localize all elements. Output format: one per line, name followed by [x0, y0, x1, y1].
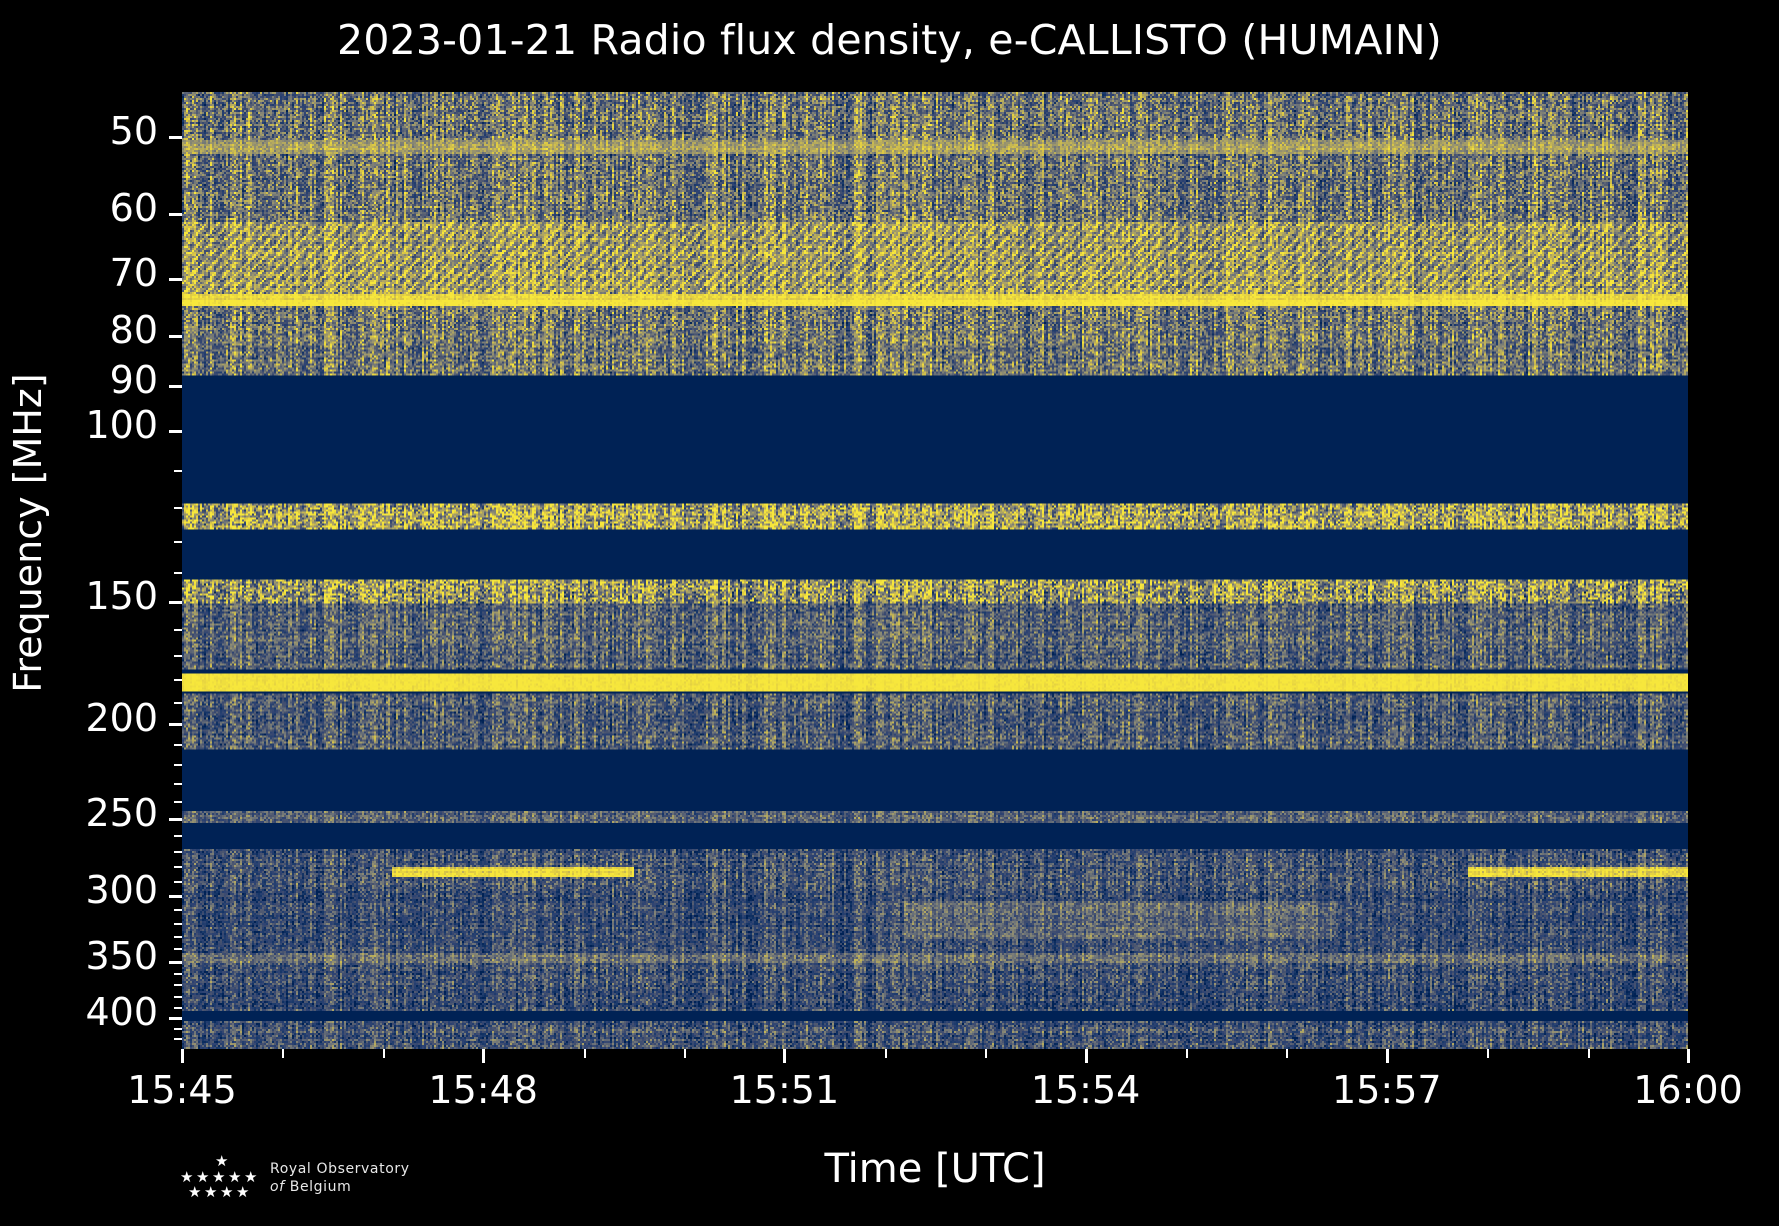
- x-minor-tick-947: [383, 1049, 385, 1058]
- y-tick-350: [169, 961, 182, 964]
- y-tick-label-400: 400: [85, 990, 158, 1035]
- page-title: 2023-01-21 Radio flux density, e-CALLIST…: [337, 16, 1442, 64]
- y-minor-tick-420: [174, 1038, 182, 1040]
- y-tick-300: [169, 895, 182, 898]
- y-minor-tick-290: [174, 881, 182, 883]
- y-minor-tick-270: [174, 851, 182, 853]
- x-tick-3: [1085, 1049, 1088, 1063]
- y-minor-tick-340: [174, 948, 182, 950]
- y-minor-tick-410: [174, 1028, 182, 1030]
- x-tick-5: [1687, 1049, 1690, 1063]
- x-tick-label-1: 15:48: [428, 1068, 538, 1112]
- logo-line-2: of Belgium: [270, 1178, 410, 1196]
- y-tick-50: [169, 136, 182, 139]
- logo-belgium-word: Belgium: [289, 1179, 352, 1195]
- x-tick-label-3: 15:54: [1030, 1068, 1141, 1112]
- x-tick-2: [783, 1049, 786, 1063]
- y-minor-tick-220: [174, 764, 182, 766]
- stars-icon: ★ ★ ★ ★ ★ ★ ★ ★ ★ ★: [172, 1154, 258, 1202]
- x-tick-label-2: 15:51: [729, 1068, 840, 1112]
- y-tick-label-100: 100: [85, 402, 158, 447]
- star-icon: ★: [204, 1183, 218, 1201]
- y-minor-tick-230: [174, 783, 182, 785]
- y-tick-250: [169, 818, 182, 821]
- y-tick-label-150: 150: [85, 574, 158, 619]
- y-tick-200: [169, 723, 182, 726]
- y-tick-label-80: 80: [109, 307, 158, 352]
- star-icon: ★: [236, 1183, 250, 1201]
- x-minor-tick-958: [1487, 1049, 1489, 1058]
- y-tick-400: [169, 1017, 182, 1020]
- y-minor-tick-110: [174, 470, 182, 472]
- y-minor-tick-320: [174, 923, 182, 925]
- x-minor-tick-950: [684, 1049, 686, 1058]
- y-minor-tick-370: [174, 984, 182, 986]
- x-minor-tick-955: [1186, 1049, 1188, 1058]
- star-icon: ★: [212, 1168, 226, 1186]
- y-axis-label: Frequency [MHz]: [6, 373, 50, 693]
- y-tick-90: [169, 385, 182, 388]
- x-minor-tick-953: [985, 1049, 987, 1058]
- x-axis-label: Time [UTC]: [824, 1146, 1046, 1192]
- star-icon: ★: [215, 1152, 229, 1170]
- star-icon: ★: [228, 1168, 242, 1186]
- y-tick-label-70: 70: [109, 251, 158, 296]
- royal-observatory-logo: ★ ★ ★ ★ ★ ★ ★ ★ ★ ★ Royal Observatory of Belgium: [172, 1146, 572, 1210]
- y-minor-tick-140: [174, 572, 182, 574]
- y-minor-tick-120: [174, 507, 182, 509]
- y-tick-60: [169, 213, 182, 216]
- x-minor-tick-952: [885, 1049, 887, 1058]
- x-tick-label-4: 15:57: [1332, 1068, 1442, 1112]
- star-icon: ★: [188, 1183, 202, 1201]
- y-tick-80: [169, 335, 182, 338]
- x-tick-0: [181, 1049, 184, 1063]
- y-minor-tick-170: [174, 655, 182, 657]
- y-minor-tick-330: [174, 936, 182, 938]
- y-tick-label-250: 250: [85, 791, 158, 836]
- star-icon: ★: [244, 1168, 258, 1186]
- y-minor-tick-310: [174, 909, 182, 911]
- x-tick-label-0: 15:45: [127, 1068, 237, 1112]
- spectrogram-image: [182, 92, 1688, 1049]
- y-tick-label-90: 90: [109, 357, 158, 402]
- y-minor-tick-380: [174, 996, 182, 998]
- y-tick-70: [169, 278, 182, 281]
- x-minor-tick-956: [1286, 1049, 1288, 1058]
- y-minor-tick-280: [174, 866, 182, 868]
- x-tick-1: [482, 1049, 485, 1063]
- y-tick-150: [169, 601, 182, 604]
- y-minor-tick-160: [174, 629, 182, 631]
- star-icon: ★: [180, 1168, 194, 1186]
- y-minor-tick-130: [174, 541, 182, 543]
- y-minor-tick-240: [174, 801, 182, 803]
- y-tick-label-300: 300: [85, 868, 158, 913]
- y-tick-label-60: 60: [109, 185, 158, 230]
- x-minor-tick-959: [1588, 1049, 1590, 1058]
- y-minor-tick-190: [174, 702, 182, 704]
- logo-text: Royal Observatory of Belgium: [270, 1160, 410, 1197]
- x-tick-4: [1386, 1049, 1389, 1063]
- logo-line-1: Royal Observatory: [270, 1160, 410, 1177]
- y-minor-tick-360: [174, 973, 182, 975]
- star-icon: ★: [196, 1168, 210, 1186]
- x-minor-tick-946: [282, 1049, 284, 1058]
- y-minor-tick-210: [174, 744, 182, 746]
- y-tick-label-200: 200: [85, 696, 158, 741]
- y-minor-tick-260: [174, 835, 182, 837]
- x-minor-tick-949: [584, 1049, 586, 1058]
- y-tick-label-50: 50: [109, 108, 158, 153]
- y-minor-tick-390: [174, 1007, 182, 1009]
- spectrogram-plot[interactable]: [182, 92, 1688, 1049]
- logo-of-word: of: [270, 1179, 285, 1195]
- y-tick-label-350: 350: [85, 933, 158, 978]
- star-icon: ★: [220, 1183, 234, 1201]
- y-tick-100: [169, 430, 182, 433]
- x-tick-label-5: 16:00: [1633, 1068, 1743, 1112]
- y-minor-tick-180: [174, 679, 182, 681]
